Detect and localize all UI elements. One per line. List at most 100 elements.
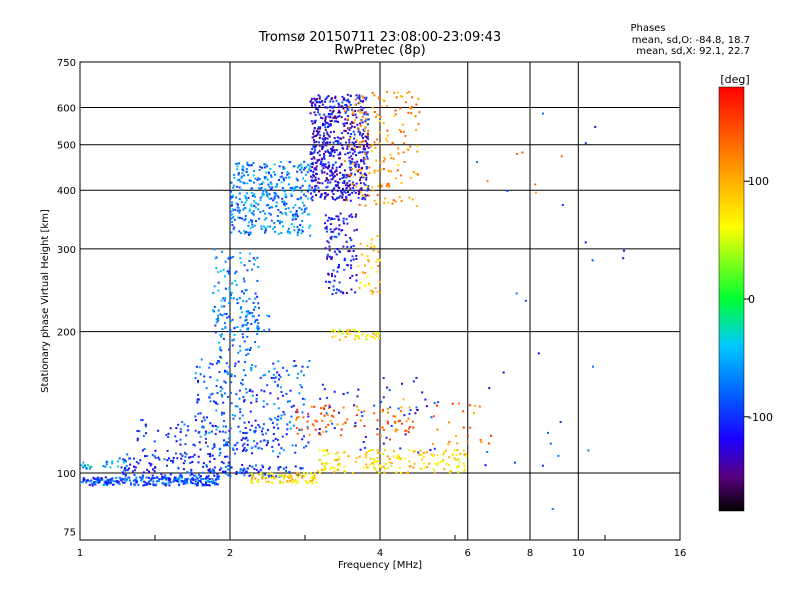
echo-point [293, 229, 296, 232]
echo-point [241, 437, 244, 440]
echo-point [235, 393, 238, 396]
echo-point [205, 431, 208, 434]
echo-point [298, 392, 301, 395]
echo-point [205, 465, 208, 468]
echo-point [265, 171, 268, 174]
echo-point [273, 163, 276, 166]
echo-point [342, 393, 345, 395]
echo-point [234, 362, 237, 365]
echo-point [251, 268, 253, 271]
echo-point [358, 141, 361, 144]
echo-point [296, 472, 299, 475]
echo-point [131, 470, 134, 473]
echo-point [299, 474, 302, 477]
echo-point [111, 477, 114, 480]
echo-point [376, 113, 379, 116]
echo-point [296, 408, 299, 411]
echo-point [287, 207, 290, 210]
echo-point [197, 381, 199, 384]
echo-point [238, 186, 241, 189]
echo-point [303, 210, 306, 213]
echo-point [227, 272, 230, 275]
echo-point [237, 173, 240, 176]
echo-point [281, 212, 284, 215]
echo-point [213, 285, 216, 288]
echo-point [473, 412, 475, 415]
echo-point [106, 482, 109, 485]
echo-point [260, 447, 263, 450]
echo-point [330, 466, 333, 469]
echo-point [362, 140, 365, 143]
echo-point [331, 112, 334, 115]
echo-point [104, 481, 107, 484]
echo-point [212, 291, 215, 294]
echo-point [318, 150, 321, 153]
echo-point [252, 475, 255, 478]
echo-point [357, 409, 360, 411]
echo-point [457, 464, 460, 467]
echo-point [276, 195, 279, 198]
echo-point [179, 443, 182, 446]
echo-point [280, 391, 283, 393]
echo-point [315, 179, 317, 182]
echo-point [311, 199, 314, 202]
echo-point [271, 472, 274, 475]
echo-point [443, 451, 446, 454]
echo-point [228, 468, 231, 471]
echo-point [251, 474, 254, 477]
echo-point [257, 481, 260, 484]
echo-point [327, 273, 330, 276]
echo-point [306, 426, 309, 429]
echo-point [292, 365, 295, 368]
echo-point [212, 309, 215, 312]
echo-point [302, 374, 305, 377]
echo-point [314, 103, 317, 106]
echo-point [246, 182, 249, 185]
echo-point [245, 314, 248, 317]
echo-point [250, 179, 253, 182]
echo-point [376, 138, 379, 141]
echo-point [222, 462, 225, 465]
echo-point [412, 171, 415, 173]
echo-point [182, 468, 185, 471]
echo-point [248, 210, 251, 213]
echo-point [123, 469, 126, 472]
echo-point [149, 464, 152, 467]
echo-point [466, 434, 469, 437]
echo-point [205, 430, 207, 433]
echo-point [403, 414, 406, 417]
echo-point [354, 334, 357, 337]
echo-point [407, 427, 410, 430]
echo-point [257, 187, 260, 190]
echo-point [344, 191, 347, 194]
echo-point [237, 206, 240, 209]
echo-point [364, 198, 367, 201]
echo-point [233, 173, 236, 176]
echo-point [246, 439, 249, 442]
echo-point [360, 119, 363, 122]
echo-point [335, 120, 338, 123]
echo-point [327, 150, 330, 153]
echo-point [362, 156, 365, 159]
echo-point [230, 217, 233, 220]
echo-point [363, 126, 366, 128]
echo-point [147, 476, 150, 479]
echo-point [158, 478, 161, 481]
echo-point [194, 478, 197, 481]
echo-point [230, 466, 233, 469]
echo-point [248, 179, 251, 182]
echo-point [332, 163, 335, 166]
echo-point [153, 440, 156, 443]
echo-point [347, 106, 350, 108]
echo-point [280, 417, 282, 420]
echo-point [250, 480, 253, 483]
echo-point [260, 228, 263, 230]
echo-point [273, 221, 276, 224]
echo-point [436, 463, 439, 466]
echo-point [224, 326, 227, 329]
echo-point [623, 249, 625, 252]
echo-point [237, 203, 239, 206]
echo-point [234, 414, 237, 417]
echo-point [321, 383, 324, 386]
echo-point [223, 312, 226, 315]
